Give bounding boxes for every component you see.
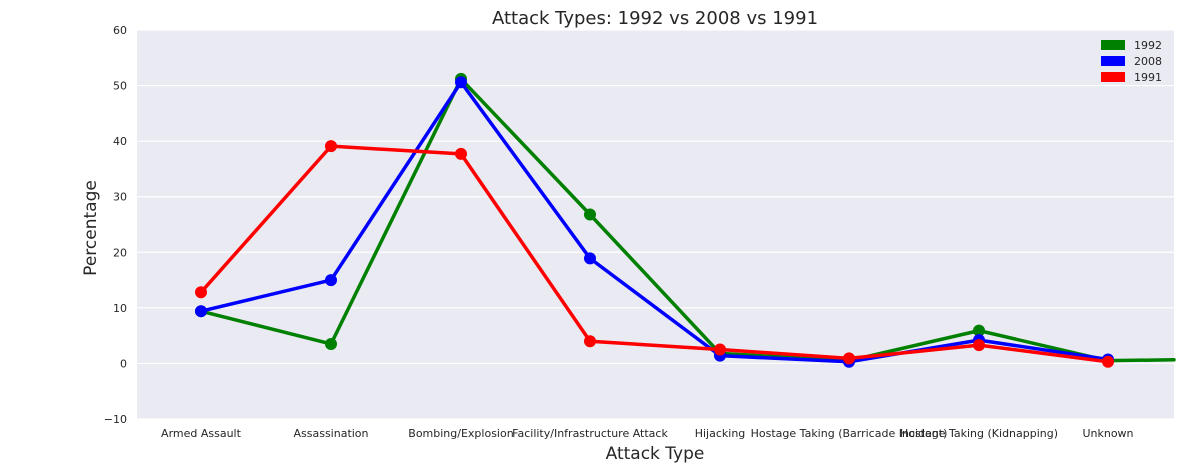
y-tick-labels: −10 0 10 20 30 40 50 60 <box>104 24 127 426</box>
legend-label: 1992 <box>1134 39 1162 52</box>
y-axis-label: Percentage <box>81 180 101 276</box>
data-point <box>455 76 467 89</box>
data-point <box>584 252 596 265</box>
y-tick-label: 50 <box>113 80 127 93</box>
data-point <box>973 324 985 337</box>
legend-swatch <box>1101 72 1125 82</box>
data-point <box>195 286 207 299</box>
data-point <box>843 352 855 365</box>
y-tick-label: 30 <box>113 191 127 204</box>
data-point <box>325 337 337 350</box>
y-tick-label: 20 <box>113 246 127 259</box>
x-tick-label: Assassination <box>293 427 368 440</box>
data-point <box>1102 355 1114 368</box>
chart-title: Attack Types: 1992 vs 2008 vs 1991 <box>492 8 818 29</box>
y-tick-label: 0 <box>120 357 127 370</box>
x-tick-label: Unknown <box>1082 427 1133 440</box>
legend-swatch <box>1101 40 1125 50</box>
x-tick-labels: Armed Assault Assassination Bombing/Explos… <box>161 427 1133 440</box>
data-point <box>195 305 207 318</box>
x-tick-label: Bombing/Explosion <box>408 427 513 440</box>
legend-label: 2008 <box>1134 55 1162 68</box>
legend-swatch <box>1101 56 1125 66</box>
data-point <box>584 208 596 221</box>
x-tick-label: Armed Assault <box>161 427 242 440</box>
data-point <box>325 140 337 153</box>
x-tick-label: Hostage Taking (Barricade Incident) <box>751 427 948 440</box>
y-tick-label: 40 <box>113 135 127 148</box>
x-tick-label: Hostage Taking (Kidnapping) <box>900 427 1058 440</box>
x-axis-label: Attack Type <box>606 444 705 464</box>
y-tick-label: 60 <box>113 24 127 37</box>
y-tick-label: −10 <box>104 413 127 426</box>
data-point <box>714 343 726 356</box>
legend: 1992 2008 1991 <box>1101 39 1162 84</box>
x-tick-label: Hijacking <box>695 427 746 440</box>
series-line <box>199 144 1110 364</box>
y-tick-label: 10 <box>113 302 127 315</box>
data-point <box>584 335 596 348</box>
data-point <box>325 274 337 287</box>
data-point <box>455 147 467 160</box>
series-1991 <box>195 140 1114 368</box>
x-tick-label: Facility/Infrastructure Attack <box>512 427 668 440</box>
series-layer <box>195 72 1176 368</box>
plot-background <box>137 30 1174 419</box>
data-point <box>973 339 985 352</box>
series-line <box>199 80 1110 364</box>
legend-label: 1991 <box>1134 71 1162 84</box>
